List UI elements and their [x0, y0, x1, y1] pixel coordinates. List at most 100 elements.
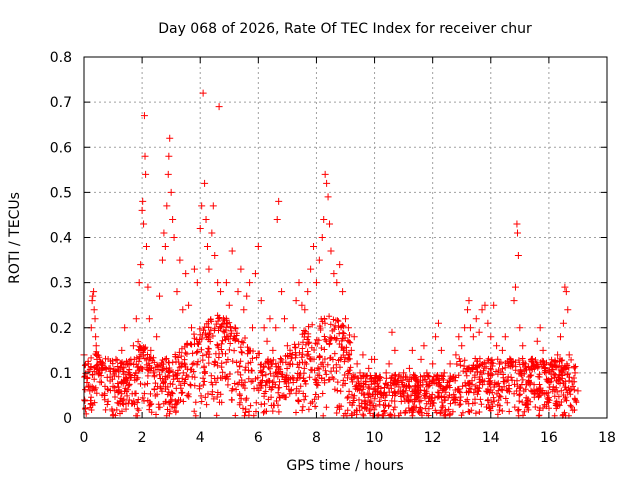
data-point	[176, 256, 184, 264]
data-point	[557, 333, 565, 341]
data-point	[205, 265, 213, 273]
x-tick-label: 2	[138, 430, 147, 446]
data-point	[179, 306, 187, 314]
data-point	[379, 391, 387, 399]
data-point	[324, 193, 332, 201]
data-point	[487, 333, 495, 341]
data-point	[83, 373, 91, 381]
y-tick-label: 0.4	[50, 231, 72, 247]
chart-title: Day 068 of 2026, Rate Of TEC Index for r…	[158, 21, 532, 37]
data-points-background	[81, 312, 580, 419]
data-point	[198, 202, 206, 210]
data-point	[443, 382, 451, 390]
axis-ticks	[83, 56, 608, 419]
data-point	[275, 197, 283, 205]
data-point	[84, 360, 92, 368]
y-tick-label: 0.7	[50, 95, 72, 111]
data-point	[472, 315, 480, 323]
data-point	[385, 360, 393, 368]
data-point	[310, 243, 318, 251]
data-point	[426, 378, 434, 386]
data-point	[495, 360, 503, 368]
data-point	[434, 319, 442, 327]
data-point	[464, 306, 472, 314]
data-point	[88, 297, 96, 305]
data-point	[272, 324, 280, 332]
data-point	[217, 288, 225, 296]
data-point	[92, 333, 100, 341]
data-point	[158, 256, 166, 264]
data-point	[408, 346, 416, 354]
data-point	[169, 215, 177, 223]
y-tick-label: 0.3	[50, 276, 72, 292]
data-point	[542, 369, 550, 377]
data-point	[139, 197, 147, 205]
x-axis-tick-labels: 0 2 4 6 8 10 12 14 16 18	[80, 430, 616, 446]
data-point	[260, 324, 268, 332]
data-point	[295, 279, 303, 287]
x-tick-label: 0	[80, 430, 89, 446]
data-point	[527, 355, 535, 363]
data-point	[507, 373, 515, 381]
data-point-cloud	[81, 312, 580, 419]
data-point	[203, 243, 211, 251]
data-point	[160, 229, 168, 237]
data-point	[254, 243, 262, 251]
data-point	[240, 306, 248, 314]
data-point	[561, 283, 569, 291]
x-tick-label: 18	[598, 430, 616, 446]
data-point	[190, 265, 198, 273]
data-point	[121, 324, 129, 332]
x-tick-label: 10	[366, 430, 384, 446]
data-point	[201, 179, 209, 187]
y-tick-label: 0.2	[50, 321, 72, 337]
data-point	[551, 373, 559, 381]
data-point	[320, 215, 328, 223]
data-point	[118, 346, 126, 354]
data-point	[414, 387, 422, 395]
data-point	[326, 220, 334, 228]
data-point	[321, 170, 329, 178]
data-point	[100, 391, 108, 399]
data-point	[493, 342, 501, 350]
data-point	[510, 297, 518, 305]
data-point	[138, 206, 146, 214]
x-tick-label: 4	[196, 430, 205, 446]
data-point	[188, 324, 196, 332]
data-point	[193, 279, 201, 287]
data-point	[93, 355, 101, 363]
data-point	[145, 315, 153, 323]
data-point	[257, 297, 265, 305]
data-point	[129, 342, 137, 350]
data-point	[327, 247, 335, 255]
data-point	[163, 202, 171, 210]
data-point	[165, 152, 173, 160]
data-point	[161, 243, 169, 251]
data-point	[574, 387, 582, 395]
data-point	[89, 292, 97, 300]
data-point	[219, 315, 227, 323]
data-point	[234, 288, 242, 296]
data-point	[400, 369, 408, 377]
data-point	[289, 324, 297, 332]
data-points	[80, 89, 582, 413]
data-point	[266, 315, 274, 323]
data-point	[536, 324, 544, 332]
data-point	[475, 328, 483, 336]
data-point	[559, 319, 567, 327]
data-point	[115, 387, 123, 395]
data-point	[90, 288, 98, 296]
data-point	[92, 342, 100, 350]
data-point	[446, 360, 454, 368]
data-point	[140, 220, 148, 228]
data-point	[516, 324, 524, 332]
data-point	[142, 243, 150, 251]
data-point	[565, 351, 573, 359]
data-point	[391, 346, 399, 354]
data-point	[397, 387, 405, 395]
data-point	[336, 261, 344, 269]
data-point	[137, 261, 145, 269]
data-point	[307, 265, 315, 273]
data-point	[304, 288, 312, 296]
data-point	[376, 373, 384, 381]
